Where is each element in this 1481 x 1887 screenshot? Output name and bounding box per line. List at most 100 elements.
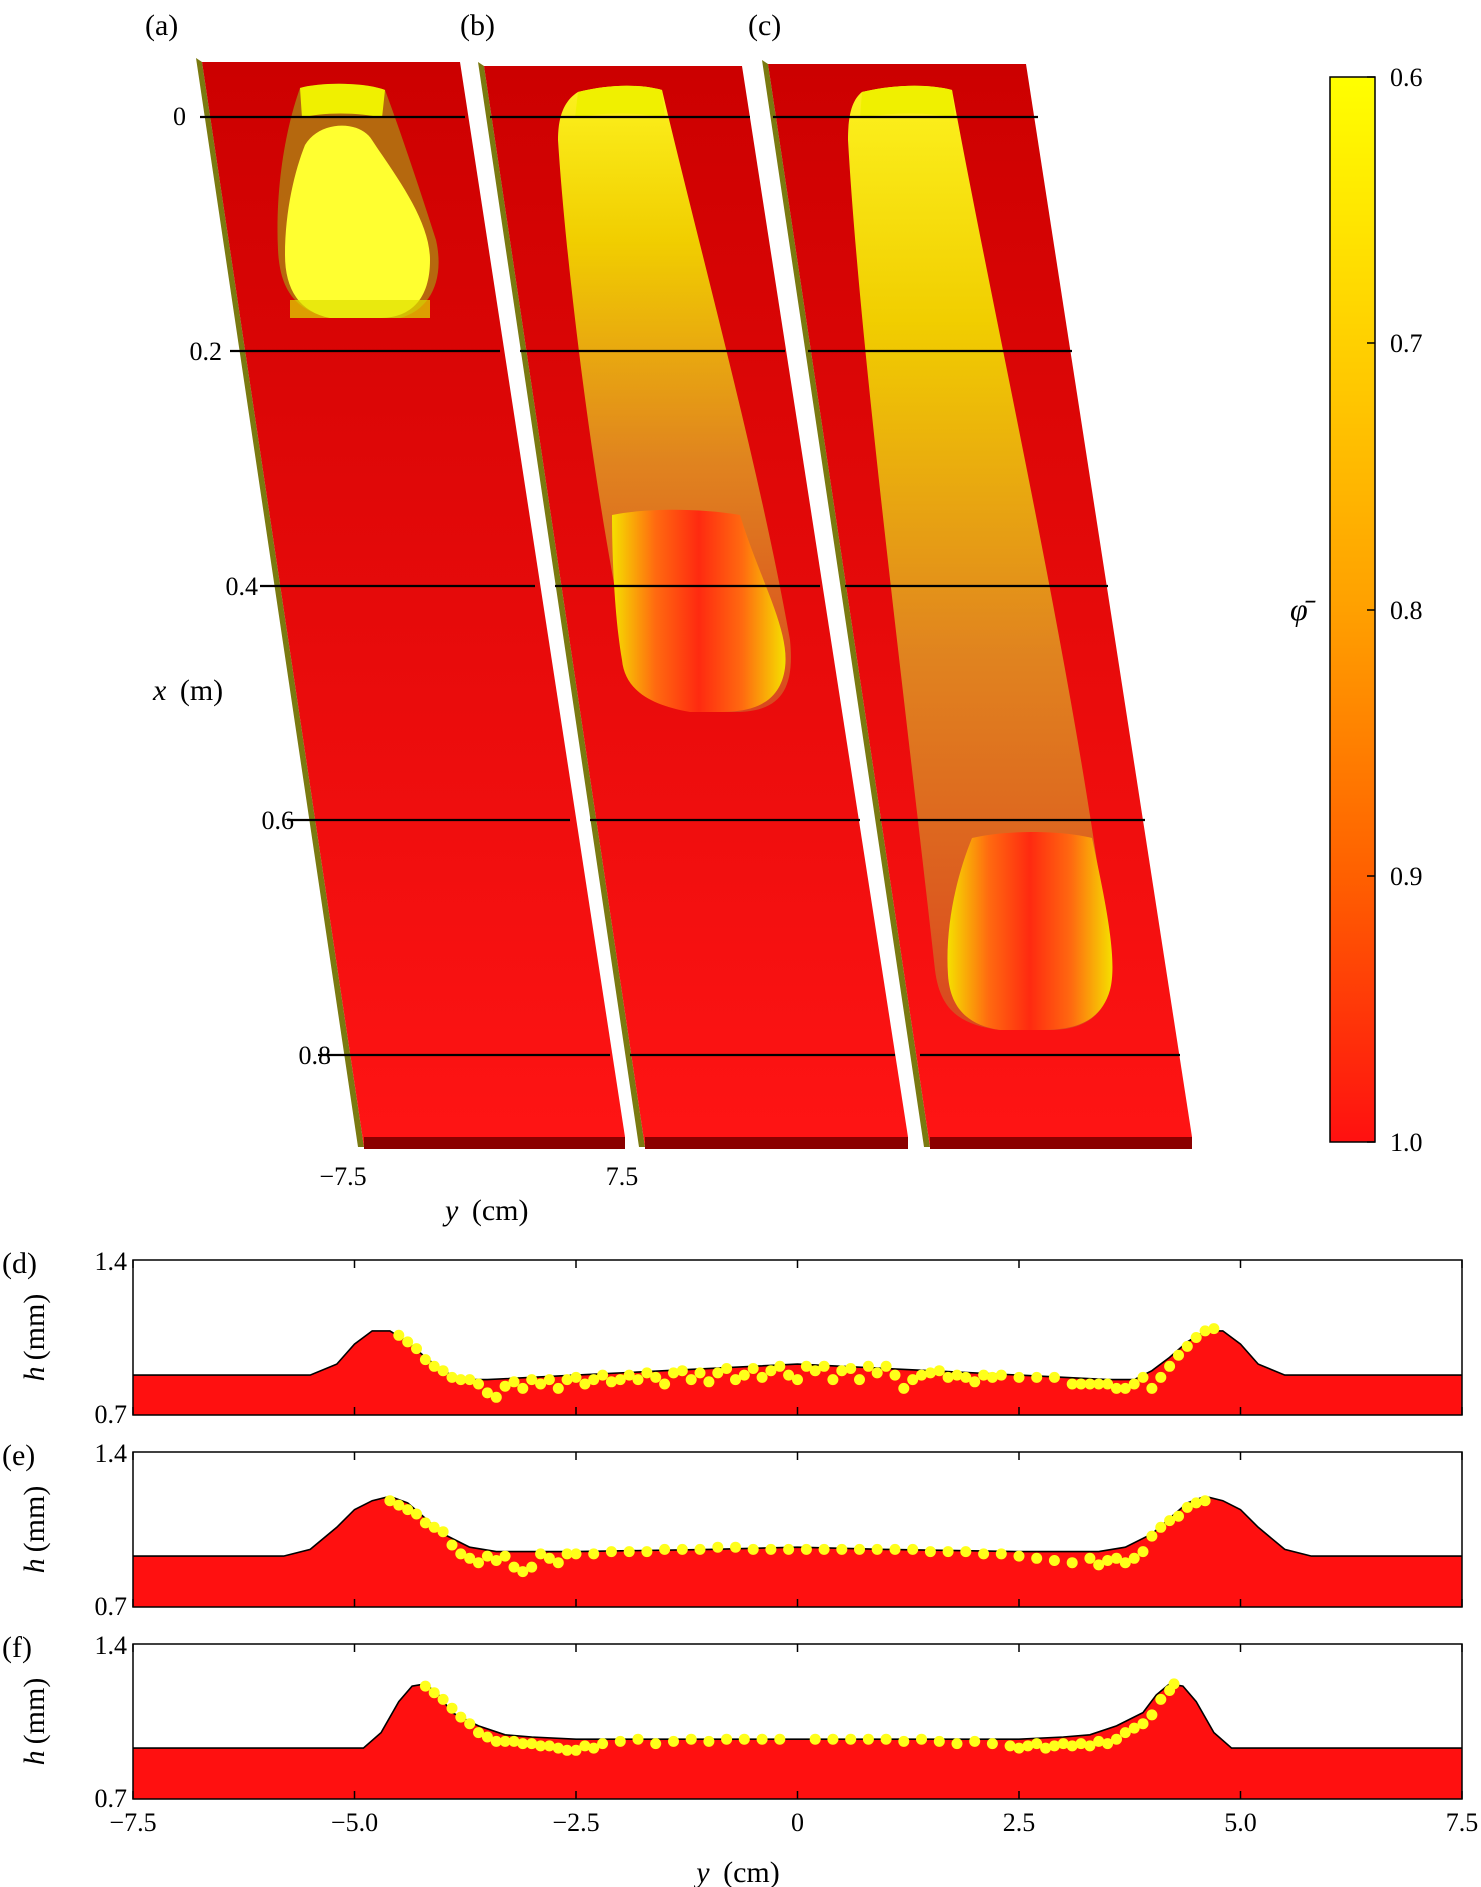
data-point-d [464,1374,476,1386]
data-point-e [384,1495,396,1507]
data-point-e [641,1546,653,1558]
data-point-e [588,1548,600,1560]
data-point-d [535,1378,547,1390]
colorbar-tick-0-9: 0.9 [1390,862,1423,891]
data-point-e [960,1546,972,1558]
data-point-d [995,1369,1007,1381]
data-point-d [1190,1332,1202,1343]
data-point-d [951,1369,963,1381]
data-point-d [924,1367,936,1379]
data-point-d [393,1329,405,1341]
data-point-d [597,1369,609,1381]
data-point-f [1102,1738,1114,1750]
profile-line-f [133,1683,1462,1749]
data-point-e [854,1543,865,1555]
data-point-d [1119,1382,1131,1394]
data-point-d [1173,1349,1184,1361]
data-point-d [792,1374,803,1386]
data-point-d [552,1382,564,1394]
x-tick-0-6: 0.6 [262,806,295,835]
data-point-e [1137,1546,1149,1558]
data-point-d [1111,1382,1122,1394]
data-point-e [800,1543,812,1555]
y-tick-bottom-e: 0.7 [95,1592,128,1621]
data-point-f [1128,1722,1140,1734]
data-point-f [597,1738,609,1750]
data-point-f [650,1738,662,1750]
y-tick-top-f: 1.4 [95,1631,128,1660]
x-tick-0: 0 [173,102,186,131]
data-point-f [455,1711,467,1723]
slab-b [478,62,908,1149]
data-point-e [552,1557,564,1569]
data-point-d [1155,1371,1167,1383]
data-point-d [499,1380,511,1392]
data-point-e [659,1543,671,1555]
data-point-e [437,1526,449,1538]
data-point-d [632,1374,644,1386]
data-point-f [552,1742,564,1754]
data-point-e [419,1517,431,1529]
x-gridlines [200,115,1180,1057]
data-point-d [411,1343,422,1355]
data-point-d [588,1374,600,1386]
data-point-f [1075,1738,1087,1750]
data-point-e [730,1541,741,1553]
panel-label-e: (e) [2,1439,35,1472]
data-point-d [880,1360,892,1372]
data-point-d [1066,1378,1078,1390]
data-point-d [916,1369,927,1381]
data-point-d [481,1387,493,1399]
data-point-d [800,1360,812,1372]
data-point-e [1102,1555,1114,1566]
data-point-f [579,1740,591,1752]
data-point-e [499,1550,511,1562]
data-point-e [428,1521,440,1533]
data-point-f [464,1718,476,1730]
data-point-e [1119,1557,1131,1569]
data-point-f [561,1744,573,1756]
data-point-f [1168,1678,1180,1690]
data-point-f [756,1733,768,1745]
data-point-e [543,1552,555,1564]
data-point-e [942,1546,954,1558]
data-point-e [907,1543,919,1555]
data-point-e [1146,1530,1158,1542]
data-point-f [668,1735,679,1747]
data-point-d [1075,1378,1087,1390]
data-point-d [1084,1378,1096,1390]
data-point-e [570,1548,582,1560]
data-point-d [659,1378,671,1390]
data-point-e [747,1543,759,1555]
data-point-d [889,1369,901,1381]
data-point-d [854,1374,865,1386]
data-point-f [570,1744,582,1756]
y-tick-7-5: 7.5 [606,1162,639,1191]
data-point-e [623,1546,635,1558]
data-point-e [1111,1552,1122,1564]
profile-area-d [133,1330,1462,1415]
data-point-d [1102,1378,1114,1390]
data-point-d [579,1378,591,1390]
data-point-d [756,1371,768,1383]
data-point-f [827,1733,839,1745]
colorbar-tick-1-0: 1.0 [1390,1128,1423,1157]
data-point-d [668,1367,679,1379]
data-point-e [1084,1552,1096,1564]
data-point-e [694,1543,706,1555]
panel-label-a: (a) [145,9,178,42]
data-point-f [419,1680,431,1692]
data-point-f [473,1727,484,1739]
data-point-f [880,1733,892,1745]
data-point-d [907,1374,919,1386]
panel-label-d: (d) [2,1247,37,1280]
data-point-d [871,1367,883,1379]
data-point-d [1164,1360,1176,1372]
slab-a [196,58,625,1149]
data-point-d [570,1371,582,1383]
data-point-d [428,1360,440,1372]
data-point-d [605,1376,617,1388]
data-point-d [721,1363,733,1374]
data-point-f [508,1735,520,1747]
data-point-f [1057,1738,1069,1750]
